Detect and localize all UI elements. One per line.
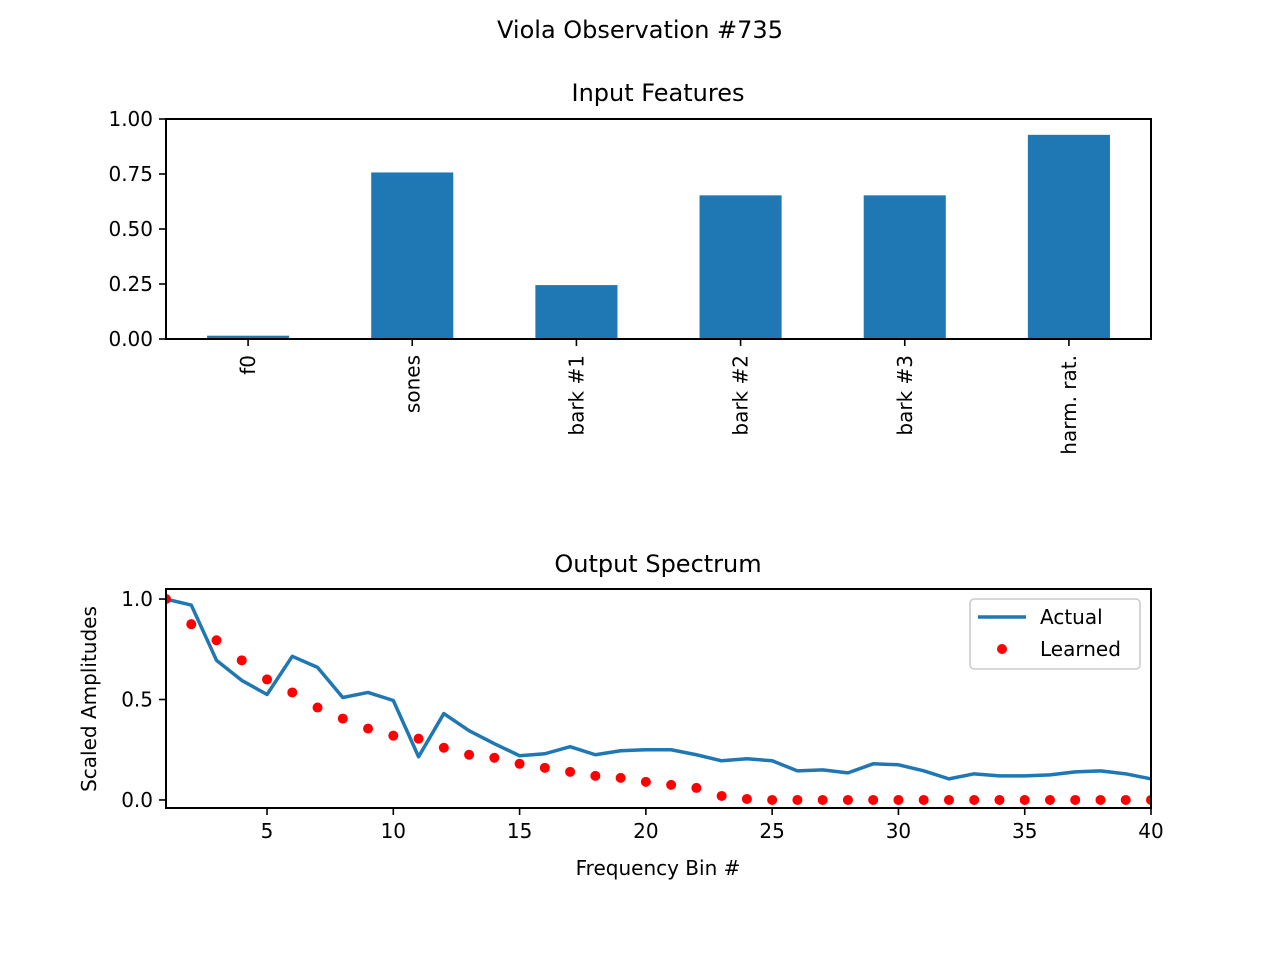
learned-point-17 bbox=[590, 770, 601, 781]
spectrum-x-tick-label-5: 30 bbox=[886, 819, 911, 843]
spectrum-y-tick-label-1: 0.5 bbox=[121, 688, 153, 712]
learned-point-5 bbox=[287, 687, 298, 698]
input-features-chart: Input Features 0.00 0.25 0.50 0.75 1.00 f0 so… bbox=[108, 79, 1152, 455]
input-features-y-axis: 0.00 0.25 0.50 0.75 1.00 bbox=[108, 107, 166, 351]
series-actual-line bbox=[166, 597, 1151, 781]
legend-actual-label: Actual bbox=[1040, 605, 1103, 629]
learned-point-9 bbox=[388, 730, 399, 741]
bar-2 bbox=[535, 285, 618, 339]
learned-point-18 bbox=[615, 772, 626, 783]
learned-point-7 bbox=[337, 713, 348, 724]
learned-point-36 bbox=[1070, 794, 1081, 805]
learned-point-12 bbox=[464, 749, 475, 760]
learned-point-35 bbox=[1044, 794, 1055, 805]
learned-point-14 bbox=[514, 758, 525, 769]
learned-point-34 bbox=[1019, 794, 1030, 805]
output-spectrum-y-label: Scaled Amplitudes bbox=[77, 606, 101, 792]
input-features-frame bbox=[165, 118, 1152, 340]
input-features-title: Input Features bbox=[572, 79, 745, 107]
y-tick-label-2: 0.50 bbox=[108, 217, 153, 241]
learned-point-27 bbox=[842, 794, 853, 805]
spectrum-x-tick-label-2: 15 bbox=[507, 819, 532, 843]
y-tick-label-4: 1.00 bbox=[108, 107, 153, 131]
spectrum-x-tick-label-3: 20 bbox=[633, 819, 658, 843]
learned-point-37 bbox=[1095, 794, 1106, 805]
learned-point-30 bbox=[918, 794, 929, 805]
learned-point-6 bbox=[312, 702, 323, 713]
spectrum-x-tick-label-1: 10 bbox=[381, 819, 406, 843]
x-tick-label-0: f0 bbox=[236, 355, 260, 375]
output-spectrum-x-label: Frequency Bin # bbox=[576, 856, 741, 880]
x-tick-label-2: bark #1 bbox=[564, 355, 588, 436]
x-tick-label-4: bark #3 bbox=[893, 355, 917, 436]
legend-learned-swatch bbox=[997, 644, 1007, 654]
output-spectrum-plot-area bbox=[166, 594, 1151, 805]
spectrum-y-tick-label-2: 1.0 bbox=[121, 587, 153, 611]
output-spectrum-title: Output Spectrum bbox=[554, 550, 761, 578]
learned-point-13 bbox=[489, 752, 500, 763]
learned-point-20 bbox=[666, 779, 677, 790]
learned-point-0 bbox=[166, 594, 171, 605]
learned-point-10 bbox=[413, 733, 424, 744]
learned-point-8 bbox=[363, 723, 374, 734]
output-spectrum-x-axis: 5 10 15 20 25 30 35 40 bbox=[261, 808, 1164, 843]
x-tick-label-1: sones bbox=[400, 355, 424, 413]
bar-5 bbox=[1027, 134, 1110, 339]
spectrum-y-tick-label-0: 0.0 bbox=[121, 788, 153, 812]
learned-point-2 bbox=[211, 635, 222, 646]
figure-suptitle: Viola Observation #735 bbox=[497, 16, 783, 44]
output-spectrum-chart: Output Spectrum 0.0 0.5 1.0 5 10 15 20 25 30 35 4… bbox=[77, 550, 1164, 880]
learned-point-25 bbox=[792, 794, 803, 805]
output-spectrum-y-axis: 0.0 0.5 1.0 bbox=[121, 587, 166, 812]
spectrum-x-tick-label-0: 5 bbox=[261, 819, 274, 843]
y-tick-label-1: 0.25 bbox=[108, 272, 153, 296]
learned-point-15 bbox=[539, 762, 550, 773]
learned-point-3 bbox=[236, 655, 247, 666]
spectrum-x-tick-label-7: 40 bbox=[1138, 819, 1163, 843]
learned-point-39 bbox=[1146, 794, 1151, 805]
learned-point-11 bbox=[438, 742, 449, 753]
output-spectrum-frame bbox=[165, 588, 1152, 809]
bar-4 bbox=[863, 195, 946, 339]
learned-point-29 bbox=[893, 794, 904, 805]
input-features-bars bbox=[207, 134, 1110, 339]
learned-point-24 bbox=[767, 794, 778, 805]
y-tick-label-0: 0.00 bbox=[108, 327, 153, 351]
learned-point-21 bbox=[691, 782, 702, 793]
spectrum-x-tick-label-6: 35 bbox=[1012, 819, 1037, 843]
learned-point-22 bbox=[716, 790, 727, 801]
learned-point-32 bbox=[969, 794, 980, 805]
learned-point-28 bbox=[868, 794, 879, 805]
spectrum-x-tick-label-4: 25 bbox=[759, 819, 784, 843]
learned-point-16 bbox=[565, 766, 576, 777]
legend: Actual Learned bbox=[969, 598, 1141, 670]
bar-1 bbox=[371, 172, 454, 339]
y-tick-label-3: 0.75 bbox=[108, 162, 153, 186]
learned-point-38 bbox=[1120, 794, 1131, 805]
bar-3 bbox=[699, 195, 782, 339]
legend-learned-label: Learned bbox=[1040, 637, 1121, 661]
x-tick-label-3: bark #2 bbox=[729, 355, 753, 436]
learned-point-23 bbox=[741, 793, 752, 804]
bar-0 bbox=[207, 335, 290, 339]
learned-point-4 bbox=[262, 674, 273, 685]
input-features-x-axis: f0 sones bark #1 bark #2 bark #3 harm. rat. bbox=[236, 339, 1081, 455]
x-tick-label-5: harm. rat. bbox=[1057, 355, 1081, 455]
learned-point-19 bbox=[640, 776, 651, 787]
learned-point-26 bbox=[817, 794, 828, 805]
learned-point-1 bbox=[186, 619, 197, 630]
learned-point-33 bbox=[994, 794, 1005, 805]
learned-point-31 bbox=[943, 794, 954, 805]
